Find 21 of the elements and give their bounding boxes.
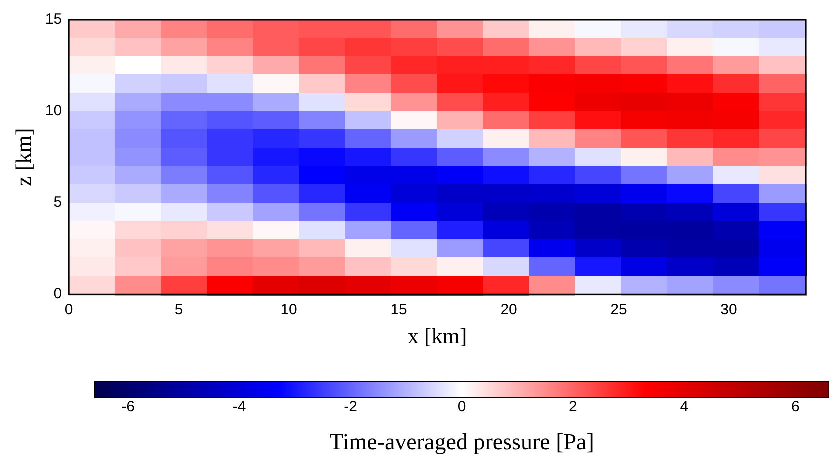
x-axis-title: x [km] <box>408 324 468 349</box>
x-tick-label: 20 <box>500 302 518 319</box>
y-tick-label: 15 <box>45 11 62 28</box>
x-tick-label: 25 <box>610 302 628 319</box>
color-bar-label: -4 <box>232 398 246 416</box>
x-tick-label: 10 <box>280 302 298 319</box>
color-bar-title: Time-averaged pressure [Pa] <box>330 430 594 455</box>
color-bar-label: 6 <box>791 398 800 416</box>
color-bar-label: -6 <box>122 398 136 416</box>
color-bar-label: 2 <box>569 398 578 416</box>
color-bar-label: 0 <box>458 398 466 416</box>
y-tick-label: 5 <box>54 194 62 212</box>
color-bar-label: 4 <box>680 398 689 416</box>
y-tick-label: 0 <box>54 286 62 303</box>
y-axis-title: z [km] <box>10 128 36 186</box>
y-tick-label: 10 <box>45 102 62 120</box>
x-tick-label: 0 <box>64 302 74 319</box>
x-tick-label: 5 <box>174 302 184 319</box>
x-tick-label: 30 <box>720 302 738 319</box>
x-tick-label: 15 <box>390 302 408 319</box>
color-bar-label: -2 <box>344 398 358 416</box>
